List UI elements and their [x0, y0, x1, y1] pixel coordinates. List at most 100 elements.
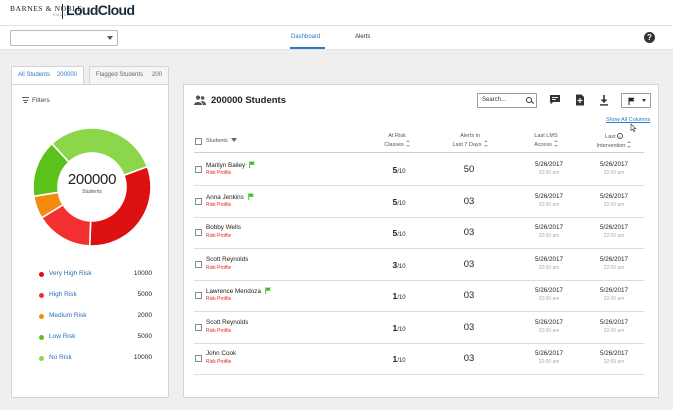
intervention-date-cell: 5/26/2017 [599, 287, 628, 294]
risk-donut-chart: 200000 Students [32, 127, 152, 247]
flag-dropdown-button[interactable] [621, 93, 651, 108]
table-row[interactable]: Lawrence Mendoza Risk Profile 1/10 03 5/26/2… [194, 280, 644, 312]
column-at-risk-line1: At Risk [388, 133, 406, 139]
row-checkbox[interactable] [195, 260, 202, 268]
risk-profile-link[interactable]: Risk Profile [206, 233, 232, 239]
at-risk-classes-total: /10 [397, 232, 406, 238]
table-row[interactable]: Scott Reynolds Risk Profile 1/10 03 5/26/201… [194, 312, 644, 344]
student-name-link[interactable]: Anna Jenkins [206, 193, 244, 201]
legend-value: 10000 [133, 270, 152, 277]
legend-item-low-risk[interactable]: Low Risk 5000 [37, 333, 152, 343]
tab-flagged-students-count: 200 [151, 72, 162, 78]
row-checkbox[interactable] [195, 197, 202, 205]
at-risk-classes-total: /10 [397, 169, 406, 175]
student-name-cell: John Cook [206, 350, 236, 357]
donut-slice-very-high-risk[interactable] [88, 165, 152, 247]
intervention-time-cell: 22:00 am [603, 264, 625, 271]
tab-alerts[interactable]: Alerts [355, 34, 371, 40]
column-students[interactable]: Students [206, 138, 237, 145]
search-input[interactable]: Search... [477, 93, 537, 108]
row-checkbox[interactable] [195, 292, 202, 299]
column-alerts-line1: Alerts in [460, 133, 480, 139]
message-icon[interactable] [549, 94, 561, 106]
risk-profile-link[interactable]: Risk Profile [206, 201, 232, 208]
risk-profile-link[interactable]: Risk Profile [206, 264, 232, 271]
student-name-cell: Marilyn Bailey [206, 161, 256, 169]
active-tab-indicator [290, 47, 325, 49]
tab-flagged-students[interactable]: Flagged Students 200 [89, 66, 169, 85]
table-header: Students At Risk Classes Alerts in Last … [194, 133, 644, 153]
column-at-risk-classes[interactable]: At Risk Classes [372, 133, 422, 150]
column-last-lms-access[interactable]: Last LMS Access [521, 133, 571, 150]
high-risk-dot-icon [39, 293, 44, 298]
info-icon[interactable]: i [616, 133, 623, 139]
student-name-link[interactable]: Bobby Wells [206, 224, 241, 231]
lms-time-cell: 22:00 am [538, 170, 560, 176]
add-document-icon[interactable] [574, 94, 586, 106]
sort-icon [483, 140, 488, 148]
flag-icon [628, 97, 635, 105]
donut-caption: Students [82, 189, 102, 195]
chevron-down-icon [642, 99, 646, 102]
alerts-count-cell: 03 [463, 321, 475, 333]
tab-all-students[interactable]: All Students 200000 [11, 66, 84, 85]
table-row[interactable]: John Cook Risk Profile 1/10 03 5/26/2017 22:0… [194, 343, 644, 375]
table-row[interactable]: Scott Reynolds Risk Profile 3/10 03 5/26/201… [194, 249, 644, 281]
column-last-intervention[interactable]: Last i Intervention [586, 133, 642, 151]
flag-icon[interactable] [265, 287, 271, 294]
brand-line2: EDUCATION [53, 12, 83, 17]
intervention-date-cell: 5/26/2017 [599, 161, 628, 168]
at-risk-classes-cell: 5/10 [384, 197, 414, 207]
row-checkbox[interactable] [195, 166, 202, 173]
student-name-link[interactable]: John Cook [206, 350, 237, 357]
at-risk-classes-count: 5 [392, 228, 398, 238]
row-checkbox[interactable] [195, 355, 202, 362]
student-name-link[interactable]: Scott Reynolds [206, 318, 249, 326]
column-alerts[interactable]: Alerts in Last 7 Days [442, 133, 498, 150]
help-icon[interactable]: ? [644, 32, 655, 43]
student-name-link[interactable]: Scott Reynolds [206, 255, 249, 263]
student-name-cell: Lawrence Mendoza [206, 287, 271, 295]
course-select[interactable] [10, 30, 118, 46]
risk-profile-link[interactable]: Risk Profile [206, 359, 232, 365]
flag-icon[interactable] [249, 161, 256, 168]
filters-button[interactable]: Filters [22, 97, 50, 104]
column-alerts-line2: Last 7 Days [452, 142, 482, 149]
legend-item-very-high-risk[interactable]: Very High Risk 10000 [37, 270, 152, 280]
lms-date-cell: 5/26/2017 [534, 224, 563, 231]
select-all-checkbox[interactable] [195, 138, 202, 145]
tab-dashboard[interactable]: Dashboard [291, 34, 321, 40]
download-icon[interactable] [598, 94, 610, 106]
nav-bar: Dashboard Alerts ? [0, 26, 673, 50]
lms-time-cell: 22:00 am [538, 296, 560, 302]
alerts-count-cell: 03 [463, 227, 475, 238]
show-all-columns-link[interactable]: Show All Columns [606, 117, 651, 123]
student-name-link[interactable]: Lawrence Mendoza [206, 288, 261, 295]
legend-item-high-risk[interactable]: High Risk 5000 [37, 291, 152, 301]
row-checkbox[interactable] [195, 229, 202, 236]
table-row[interactable]: Anna Jenkins Risk Profile 5/10 03 5/26/2017 2… [194, 186, 644, 218]
brand-line1: BARNES & NOBLE [10, 4, 83, 13]
flag-icon[interactable] [248, 192, 254, 200]
risk-profile-link[interactable]: Risk Profile [206, 296, 232, 302]
lms-time-cell: 22:00 am [538, 359, 560, 365]
table-row[interactable]: Marilyn Bailey Risk Profile 5/10 50 5/26/201… [194, 154, 644, 186]
legend-item-no-risk[interactable]: No Risk 10000 [37, 354, 152, 364]
student-name-link[interactable]: Marilyn Bailey [206, 162, 246, 169]
lms-time-cell: 22:00 am [538, 327, 560, 334]
legend-item-medium-risk[interactable]: Medium Risk 2000 [37, 312, 152, 322]
table-row[interactable]: Bobby Wells Risk Profile 5/10 03 5/26/2017 22… [194, 217, 644, 249]
risk-profile-link[interactable]: Risk Profile [206, 327, 232, 334]
legend-value: 5000 [137, 291, 152, 298]
legend-label: Medium Risk [49, 312, 87, 319]
risk-summary-panel: Filters 200000 Students Very High Risk 1… [11, 84, 169, 398]
donut-slice-no-risk[interactable] [50, 127, 149, 177]
sort-icon [553, 140, 558, 148]
risk-profile-link[interactable]: Risk Profile [206, 170, 232, 176]
intervention-time-cell: 22:00 am [603, 359, 625, 365]
intervention-date-cell: 5/26/2017 [599, 255, 628, 263]
legend-value: 2000 [137, 312, 152, 319]
at-risk-classes-cell: 1/10 [384, 354, 414, 364]
donut-center: 200000 Students [32, 171, 152, 195]
row-checkbox[interactable] [195, 323, 202, 331]
